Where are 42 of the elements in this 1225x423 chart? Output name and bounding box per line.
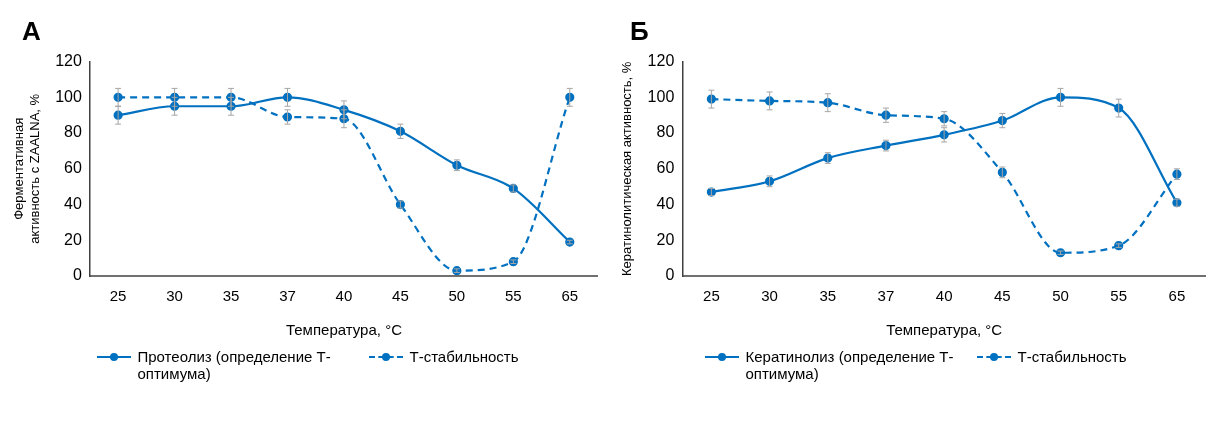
legend-label: Т-стабильность xyxy=(409,348,519,365)
chart-title: Б xyxy=(629,16,650,46)
y-tick-label: 60 xyxy=(656,159,675,177)
x-tick-label: 35 xyxy=(222,287,240,305)
x-axis-title: Температура, °C xyxy=(285,321,403,339)
x-tick-label: 30 xyxy=(761,287,778,305)
y-tick-label: 20 xyxy=(64,230,82,248)
y-tick-label: 20 xyxy=(656,230,675,248)
x-tick-label: 37 xyxy=(877,287,895,305)
legend-label: Кератинолиз (определение Т-оптимума) xyxy=(745,348,955,382)
x-tick-label: 65 xyxy=(561,287,579,305)
x-axis-title: Температура, °C xyxy=(886,321,1003,339)
legend-label: Протеолиз (определение Т-оптимума) xyxy=(137,348,332,382)
y-tick-label: 60 xyxy=(64,159,82,177)
y-tick-label: 100 xyxy=(55,87,82,105)
x-tick-label: 25 xyxy=(703,287,720,305)
y-tick-label: 0 xyxy=(665,266,675,284)
x-tick-label: 30 xyxy=(166,287,183,305)
x-tick-label: 37 xyxy=(279,287,296,305)
y-tick-label: 120 xyxy=(647,52,675,70)
x-tick-label: 35 xyxy=(819,287,837,305)
y-tick-label: 120 xyxy=(55,52,82,70)
x-tick-label: 40 xyxy=(335,287,353,305)
x-tick-label: 65 xyxy=(1168,287,1186,305)
y-axis-title: Ферментативная активность с ZAALNA, % xyxy=(11,93,42,244)
chart-title: А xyxy=(21,16,42,46)
y-tick-label: 100 xyxy=(647,87,675,105)
x-tick-label: 55 xyxy=(1110,287,1128,305)
y-tick-label: 40 xyxy=(656,194,675,212)
y-tick-label: 80 xyxy=(64,123,82,141)
x-tick-label: 45 xyxy=(392,287,409,305)
x-tick-label: 45 xyxy=(993,287,1011,305)
legend-label: Т-стабильность xyxy=(1017,348,1127,365)
x-tick-label: 40 xyxy=(935,287,953,305)
y-tick-label: 0 xyxy=(72,266,82,284)
x-tick-label: 55 xyxy=(504,287,522,305)
y-tick-label: 80 xyxy=(656,123,675,141)
x-tick-label: 50 xyxy=(1052,287,1069,305)
y-axis-title: Кератинолитическая активность, % xyxy=(619,61,635,276)
x-tick-label: 50 xyxy=(448,287,466,305)
x-tick-label: 25 xyxy=(109,287,127,305)
y-tick-label: 40 xyxy=(64,194,82,212)
